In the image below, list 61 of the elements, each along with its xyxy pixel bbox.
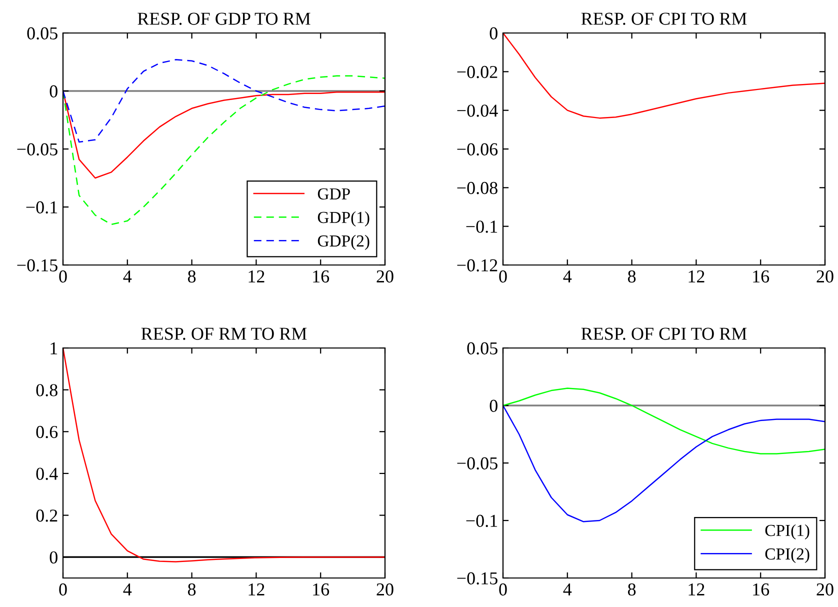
y-tick-label: −0.05 [457,457,498,470]
y-tick-label: −0.08 [457,182,498,194]
y-tick-label: 0 [50,551,58,564]
x-tick-label: 20 [816,270,834,283]
x-tick-label: 0 [499,583,507,596]
legend-label: GDP [318,188,350,200]
x-tick-label: 0 [59,583,67,596]
chart-title: RESP. OF GDP TO RM [138,12,310,25]
x-tick-label: 4 [123,584,132,596]
y-tick-label: 0 [490,400,498,412]
x-tick-label: 12 [688,583,704,596]
y-tick-label: 0.05 [27,27,58,40]
y-tick-label: −0.1 [466,514,498,528]
y-tick-label: 0.05 [467,342,498,355]
x-tick-label: 12 [248,583,264,596]
x-tick-label: 8 [188,270,196,283]
x-tick-label: 20 [376,270,394,283]
y-tick-label: 0.6 [36,426,58,438]
x-tick-label: 8 [188,583,196,596]
legend-label: CPI(2) [765,548,810,563]
x-tick-label: 0 [59,270,67,283]
x-tick-label: 16 [753,270,770,283]
y-tick-label: −0.15 [457,572,498,585]
y-tick-label: −0.04 [457,104,498,117]
line-series [503,388,825,454]
y-tick-label: 1 [50,342,58,354]
y-tick-label: 0 [490,27,498,40]
y-tick-label: 0.8 [36,384,58,396]
chart-title: RESP. OF CPI TO RM [581,328,747,340]
y-tick-label: −0.1 [26,201,58,214]
y-tick-label: 0 [50,85,58,98]
chart-title: RESP. OF CPI TO RM [581,12,747,25]
x-tick-label: 12 [248,270,264,282]
line-series [63,90,385,179]
x-tick-label: 4 [123,270,132,282]
y-tick-label: −0.15 [17,259,58,272]
legend-label: GDP(1) [318,211,370,226]
legend-label: GDP(2) [318,234,370,250]
x-tick-label: 8 [628,583,636,596]
x-tick-label: 8 [628,270,636,283]
x-tick-label: 16 [753,583,770,596]
y-tick-label: −0.06 [457,143,498,156]
y-tick-label: −0.02 [457,66,498,78]
legend-label: CPI(1) [765,524,810,540]
y-tick-label: −0.12 [457,259,498,272]
x-tick-label: 0 [499,270,507,283]
x-tick-label: 20 [376,583,394,596]
x-tick-label: 16 [313,270,330,283]
x-tick-label: 4 [563,584,572,596]
y-tick-label: −0.1 [466,220,498,233]
chart-title: RESP. OF RM TO RM [141,328,307,340]
line-series [503,404,825,522]
line-series [63,59,385,143]
x-tick-label: 4 [563,270,572,282]
line-series [63,75,385,226]
y-tick-label: −0.05 [17,143,58,156]
x-tick-label: 20 [816,583,834,596]
y-tick-label: 0.4 [36,468,58,480]
x-tick-label: 12 [688,270,704,282]
x-tick-label: 16 [313,583,330,596]
y-tick-label: 0.2 [36,510,58,522]
